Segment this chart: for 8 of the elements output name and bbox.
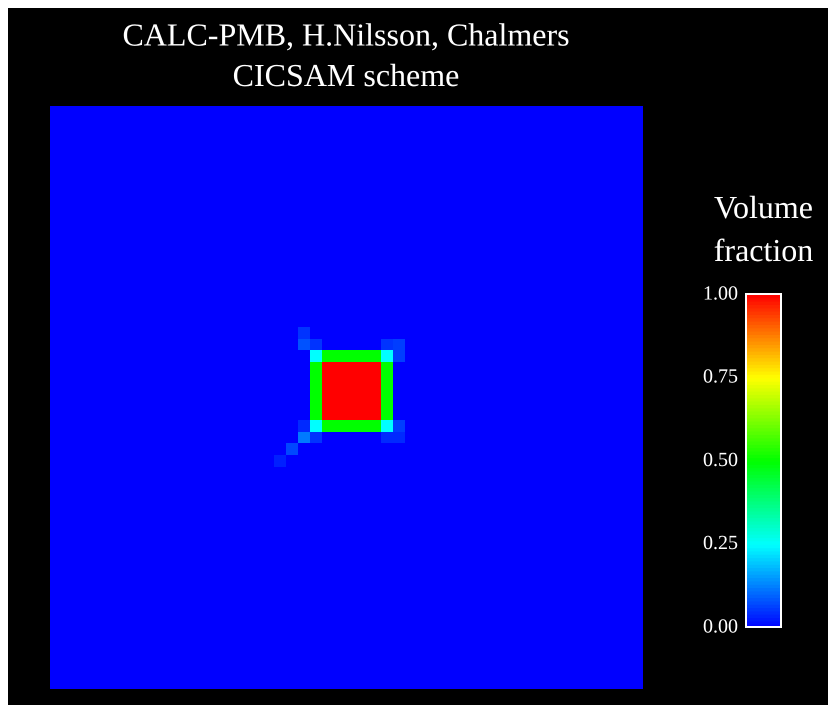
color-bar-label: 0.00 (703, 615, 738, 638)
color-bar-title: Volume fraction (714, 189, 814, 268)
chart-title: CALC-PMB, H.Nilsson, Chalmers (122, 16, 570, 53)
color-bar-label: 1.00 (703, 282, 738, 304)
color-bar-label: 0.25 (703, 532, 738, 554)
color-bar-label: 0.50 (703, 448, 738, 471)
chart-subtitle: CICSAM scheme (232, 57, 460, 94)
color-bar-label: 0.75 (703, 366, 738, 388)
